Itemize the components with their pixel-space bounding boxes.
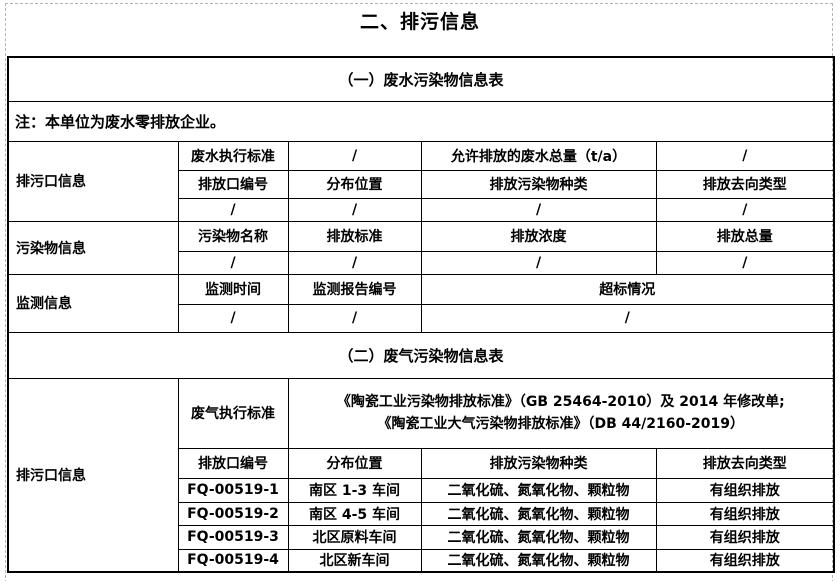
table-row: 注：本单位为废水零排放企业。 [7, 100, 835, 142]
outlet-value-pollutant-types: / [420, 197, 657, 222]
gas-standard-label: 废气执行标准 [177, 377, 289, 449]
gas-outlet-location: 北区原料车间 [287, 524, 422, 550]
gas-standard-line2: 《陶瓷工业大气污染物排放标准》（DB 44/2160-2019） [377, 416, 745, 432]
pollutant-value-name: / [177, 250, 289, 275]
gas-outlet-pollutants: 二氧化硫、氮氧化物、颗粒物 [420, 501, 657, 526]
pollutant-header-name: 污染物名称 [177, 220, 289, 252]
page-title: 二、排污信息 [359, 11, 480, 33]
table-row: FQ-00519-3 北区原料车间 二氧化硫、氮氧化物、颗粒物 有组织排放 [8, 524, 835, 550]
table-row: FQ-00519-2 南区 4-5 车间 二氧化硫、氮氧化物、颗粒物 有组织排放 [8, 501, 835, 526]
monitoring-header-report-id: 监测报告编号 [287, 273, 422, 305]
wastewater-note: 注：本单位为废水零排放企业。 [7, 100, 835, 142]
gas-header-destination: 排放去向类型 [655, 447, 835, 479]
pollutant-value-concentration: / [420, 250, 657, 275]
row-label-outlet-info: 排污口信息 [7, 140, 179, 222]
section-title-gas: （二）废气污染物信息表 [7, 331, 835, 379]
pollutant-value-standard: / [287, 250, 422, 275]
gas-outlet-location: 南区 1-3 车间 [287, 477, 422, 503]
wastewater-total-value: / [655, 140, 835, 171]
gas-outlet-location: 北区新车间 [287, 548, 422, 573]
monitoring-value-time: / [177, 303, 289, 333]
table-row: 污染物信息 污染物名称 排放标准 排放浓度 排放总量 [7, 220, 835, 275]
table-row: 监测信息 监测时间 监测报告编号 超标情况 [7, 273, 835, 333]
gas-outlet-destination: 有组织排放 [655, 548, 835, 573]
outlet-value-destination: / [655, 197, 835, 222]
gas-outlet-pollutants: 二氧化硫、氮氧化物、颗粒物 [420, 548, 657, 573]
pollutant-value-total: / [655, 250, 835, 275]
pollutant-header-total: 排放总量 [655, 220, 835, 252]
monitoring-value-exceedance: / [420, 303, 835, 333]
table-row: （一）废水污染物信息表 [7, 56, 835, 102]
gas-outlet-destination: 有组织排放 [655, 501, 835, 526]
wastewater-total-label: 允许排放的废水总量（t/a） [420, 140, 657, 171]
gas-outlet-id: FQ-00519-4 [177, 548, 289, 573]
table-row: / / / / [8, 250, 835, 275]
gas-outlet-pollutants: 二氧化硫、氮氧化物、颗粒物 [420, 477, 657, 503]
pollutant-header-concentration: 排放浓度 [420, 220, 657, 252]
table-row: （二）废气污染物信息表 [7, 331, 835, 379]
table-row: 排污口信息 废气执行标准 《陶瓷工业污染物排放标准》（GB 25464-2010… [7, 377, 835, 573]
gas-outlet-destination: 有组织排放 [655, 477, 835, 503]
gas-header-id: 排放口编号 [177, 447, 289, 479]
outlet-header-pollutant-types: 排放污染物种类 [420, 169, 657, 199]
outlet-header-location: 分布位置 [287, 169, 422, 199]
gas-outlet-id: FQ-00519-1 [177, 477, 289, 503]
gas-outlet-id: FQ-00519-3 [177, 524, 289, 550]
section-title-wastewater: （一）废水污染物信息表 [7, 56, 835, 102]
gas-outlet-location: 南区 4-5 车间 [287, 501, 422, 526]
gas-standard-value: 《陶瓷工业污染物排放标准》（GB 25464-2010）及 2014 年修改单;… [287, 377, 835, 449]
gas-outlet-pollutants: 二氧化硫、氮氧化物、颗粒物 [420, 524, 657, 550]
outlet-value-location: / [287, 197, 422, 222]
row-label-gas-outlet-info: 排污口信息 [7, 377, 179, 573]
gas-outlet-id: FQ-00519-2 [177, 501, 289, 526]
gas-standard-line1: 《陶瓷工业污染物排放标准》（GB 25464-2010）及 2014 年修改单; [336, 393, 785, 410]
pollutant-header-standard: 排放标准 [287, 220, 422, 252]
pollution-discharge-table: （一）废水污染物信息表 注：本单位为废水零排放企业。 排污口信息 废水执行标准 … [7, 56, 836, 573]
outlet-value-id: / [177, 197, 289, 222]
gas-header-location: 分布位置 [287, 447, 422, 479]
outlet-header-destination: 排放去向类型 [655, 169, 835, 199]
wastewater-standard-value: / [287, 140, 422, 171]
outlet-header-id: 排放口编号 [177, 169, 289, 199]
row-label-monitoring-info: 监测信息 [7, 273, 179, 333]
monitoring-header-time: 监测时间 [177, 273, 289, 305]
wastewater-standard-label: 废水执行标准 [177, 140, 289, 171]
table-row: 排放口编号 分布位置 排放污染物种类 排放去向类型 [8, 447, 835, 479]
row-label-pollutant-info: 污染物信息 [7, 220, 179, 275]
table-row: FQ-00519-4 北区新车间 二氧化硫、氮氧化物、颗粒物 有组织排放 [8, 548, 835, 573]
monitoring-header-exceedance: 超标情况 [420, 273, 835, 305]
table-row: 排污口信息 废水执行标准 / 允许排放的废水总量（t/a） / [7, 140, 835, 222]
gas-header-pollutant-types: 排放污染物种类 [420, 447, 657, 479]
monitoring-value-report-id: / [287, 303, 422, 333]
gas-outlet-destination: 有组织排放 [655, 524, 835, 550]
